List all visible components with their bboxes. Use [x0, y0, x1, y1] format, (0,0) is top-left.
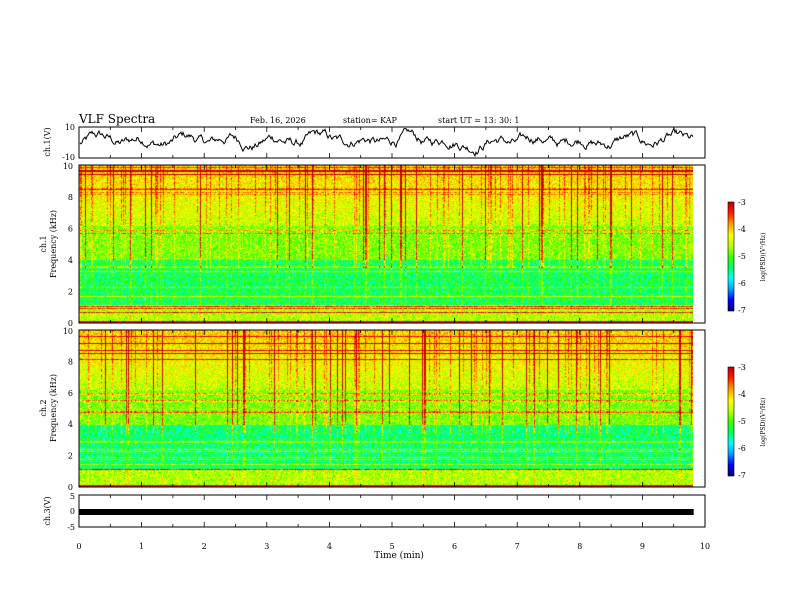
cb1-label: log(PSD)(V²/Hz): [760, 233, 767, 282]
s1-ytick-6: 6: [68, 224, 73, 233]
ch3-ytick-mid: 0: [70, 507, 75, 516]
spectrogram-ch1-panel: 0 2 4 6 8 10 ch.1 Frequency (kHz): [39, 162, 706, 328]
ch1-waveform-ylabel: ch.1(V): [43, 127, 52, 156]
s1-ytick-10: 10: [63, 162, 73, 171]
ch1-ytick-bottom: -10: [62, 153, 75, 162]
s2-frequency-label: Frequency (kHz): [49, 374, 58, 442]
spectrogram-ch1-image: [79, 165, 693, 323]
ch1-ytick-top: 10: [65, 123, 75, 132]
cb1-tick-m4: -4: [738, 225, 746, 234]
station-label: station= KAP: [343, 116, 398, 125]
x-tick-label: 9: [640, 542, 645, 551]
s2-channel-label: ch.2: [39, 399, 48, 416]
cb2-tick-m5: -5: [738, 417, 746, 426]
s1-frequency-label: Frequency (kHz): [49, 210, 58, 278]
waveform-ch1-trace: [79, 127, 694, 158]
date-label: Feb. 16, 2026: [250, 116, 306, 125]
spectrogram-ch2-panel: 0 2 4 6 8 10 ch.2 Frequency (kHz): [39, 327, 706, 492]
s1-channel-label: ch.1: [39, 235, 48, 252]
waveform-ch3-panel: 5 0 -5 ch.3(V): [43, 492, 706, 532]
cb2-tick-m3: -3: [738, 363, 746, 372]
cb2-tick-m6: -6: [738, 444, 746, 453]
ch3-waveform-ylabel: ch.3(V): [43, 496, 52, 525]
s2-ytick-2: 2: [68, 452, 73, 461]
ch3-ytick-bottom: -5: [67, 523, 75, 532]
x-tick-label: 1: [139, 542, 144, 551]
spectrogram-ch1-yticks: 0 2 4 6 8 10: [63, 162, 73, 328]
cb1-tick-m3: -3: [738, 198, 746, 207]
x-tick-label: 6: [452, 542, 457, 551]
colorbar-ch1: -3 -4 -5 -6 -7 log(PSD)(V²/Hz): [727, 198, 767, 315]
x-tick-label: 0: [76, 542, 81, 551]
time-axis-label: Time (min): [374, 550, 424, 561]
s1-ytick-8: 8: [68, 193, 73, 202]
ch3-ytick-top: 5: [70, 492, 75, 501]
time-axis-ticks: 0 1 2 3 4 5 6 7 8 9 10: [76, 542, 710, 551]
start-time-label: start UT = 13: 30: 1: [438, 116, 519, 125]
s2-ytick-0: 0: [68, 483, 73, 492]
waveform-ch3-trace: [79, 509, 694, 515]
x-tick-label: 2: [202, 542, 207, 551]
x-tick-label: 7: [515, 542, 520, 551]
cb1-tick-m6: -6: [738, 279, 746, 288]
ch3-waveform-xticks: [78, 495, 706, 527]
colorbar-ch2: -3 -4 -5 -6 -7 log(PSD)(V²/Hz): [727, 363, 767, 480]
ch1-waveform-xticks: [78, 127, 706, 158]
x-tick-label: 4: [327, 542, 332, 551]
spectrogram-ch2-xticks: [78, 330, 706, 487]
cb2-tick-m7: -7: [738, 471, 746, 480]
s1-ytick-0: 0: [68, 319, 73, 328]
s2-ytick-10: 10: [63, 327, 73, 336]
figure-title: VLF Spectra: [78, 112, 155, 126]
s2-ytick-4: 4: [68, 420, 73, 429]
waveform-ch1-panel: 10 -10 ch.1(V): [43, 123, 706, 162]
x-tick-label: 5: [389, 542, 394, 551]
s1-ytick-4: 4: [68, 256, 73, 265]
s1-ytick-2: 2: [68, 288, 73, 297]
cb1-tick-m7: -7: [738, 306, 746, 315]
spectrogram-ch1-xticks: [78, 165, 706, 323]
x-tick-label: 3: [264, 542, 269, 551]
s2-ytick-6: 6: [68, 389, 73, 398]
spectrogram-ch2-image: [79, 330, 693, 487]
s2-ytick-8: 8: [68, 357, 73, 366]
x-tick-label: 8: [577, 542, 582, 551]
cb1-tick-m5: -5: [738, 252, 746, 261]
cb2-tick-m4: -4: [738, 390, 746, 399]
colorbar-ch1-gradient: [728, 202, 734, 311]
x-tick-label: 10: [700, 542, 710, 551]
colorbar-ch2-gradient: [728, 367, 734, 476]
spectrogram-ch2-yticks: 0 2 4 6 8 10: [63, 327, 73, 492]
cb2-label: log(PSD)(V²/Hz): [760, 398, 767, 447]
